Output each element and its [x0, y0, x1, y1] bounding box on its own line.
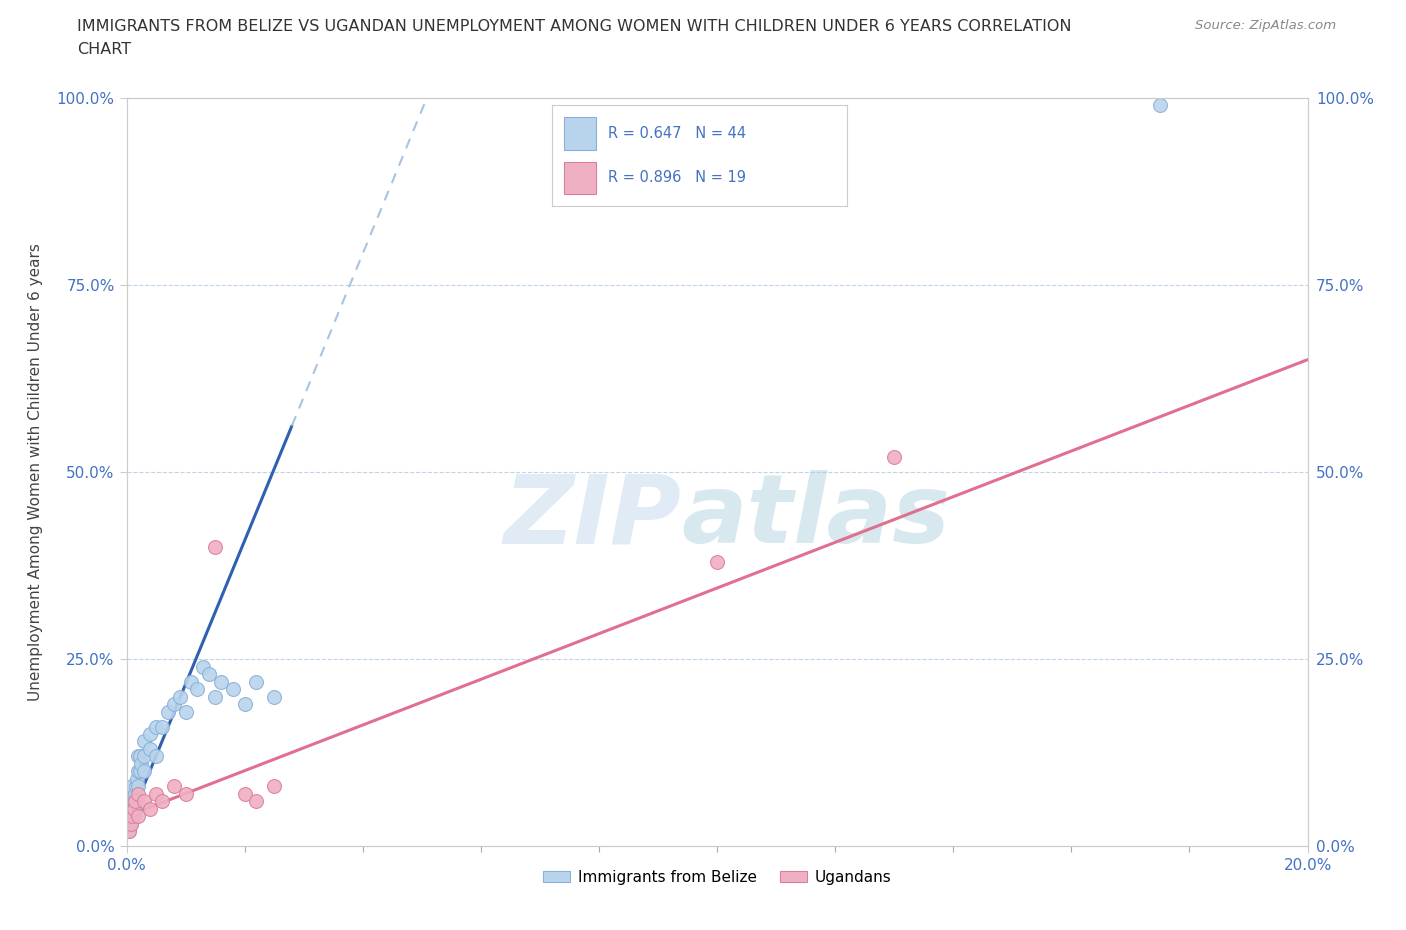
Point [134, 749, 156, 764]
Point [263, 689, 285, 704]
Point [134, 794, 156, 809]
Point [150, 719, 173, 734]
Point [125, 779, 148, 794]
Point [706, 554, 728, 569]
Point [169, 689, 191, 704]
Point [121, 779, 143, 794]
Point [118, 824, 141, 839]
Point [204, 539, 226, 554]
Point [139, 726, 162, 741]
Point [180, 674, 202, 689]
Text: Source: ZipAtlas.com: Source: ZipAtlas.com [1195, 19, 1336, 32]
Point [121, 787, 143, 802]
Point [174, 787, 197, 802]
Point [124, 787, 146, 802]
Point [120, 817, 142, 831]
Point [127, 794, 149, 809]
Point [174, 704, 197, 719]
Point [124, 794, 146, 809]
Point [124, 802, 146, 817]
Point [209, 674, 232, 689]
Point [121, 802, 143, 817]
Point [263, 779, 285, 794]
Point [128, 764, 150, 779]
Point [127, 749, 149, 764]
Point [127, 779, 149, 794]
Point [129, 756, 153, 771]
Point [883, 449, 905, 464]
Point [193, 659, 215, 674]
Point [245, 674, 267, 689]
Point [127, 809, 149, 824]
Point [245, 794, 267, 809]
Point [145, 787, 167, 802]
Point [120, 817, 142, 831]
Point [233, 697, 256, 711]
Point [120, 817, 142, 831]
Point [120, 809, 142, 824]
Point [145, 749, 167, 764]
Point [118, 824, 141, 839]
Point [122, 794, 145, 809]
Point [198, 667, 221, 682]
Point [122, 809, 145, 824]
Point [222, 682, 245, 697]
Text: ZIP: ZIP [503, 471, 682, 564]
Text: CHART: CHART [77, 42, 131, 57]
Point [139, 802, 162, 817]
Point [233, 787, 256, 802]
Point [122, 802, 145, 817]
Point [204, 689, 226, 704]
Point [125, 772, 148, 787]
Legend: Immigrants from Belize, Ugandans: Immigrants from Belize, Ugandans [537, 864, 897, 891]
Point [150, 794, 173, 809]
Y-axis label: Unemployment Among Women with Children Under 6 years: Unemployment Among Women with Children U… [28, 243, 42, 701]
Point [134, 734, 156, 749]
Text: IMMIGRANTS FROM BELIZE VS UGANDAN UNEMPLOYMENT AMONG WOMEN WITH CHILDREN UNDER 6: IMMIGRANTS FROM BELIZE VS UGANDAN UNEMPL… [77, 19, 1071, 33]
Point [127, 787, 149, 802]
Point [127, 764, 149, 779]
Point [1149, 98, 1171, 113]
Point [121, 809, 143, 824]
Point [139, 741, 162, 756]
Point [129, 749, 152, 764]
Point [163, 779, 186, 794]
Point [156, 704, 179, 719]
Point [121, 794, 143, 809]
Point [145, 719, 167, 734]
Text: atlas: atlas [682, 471, 950, 564]
Point [163, 697, 186, 711]
Point [134, 764, 156, 779]
Point [186, 682, 208, 697]
